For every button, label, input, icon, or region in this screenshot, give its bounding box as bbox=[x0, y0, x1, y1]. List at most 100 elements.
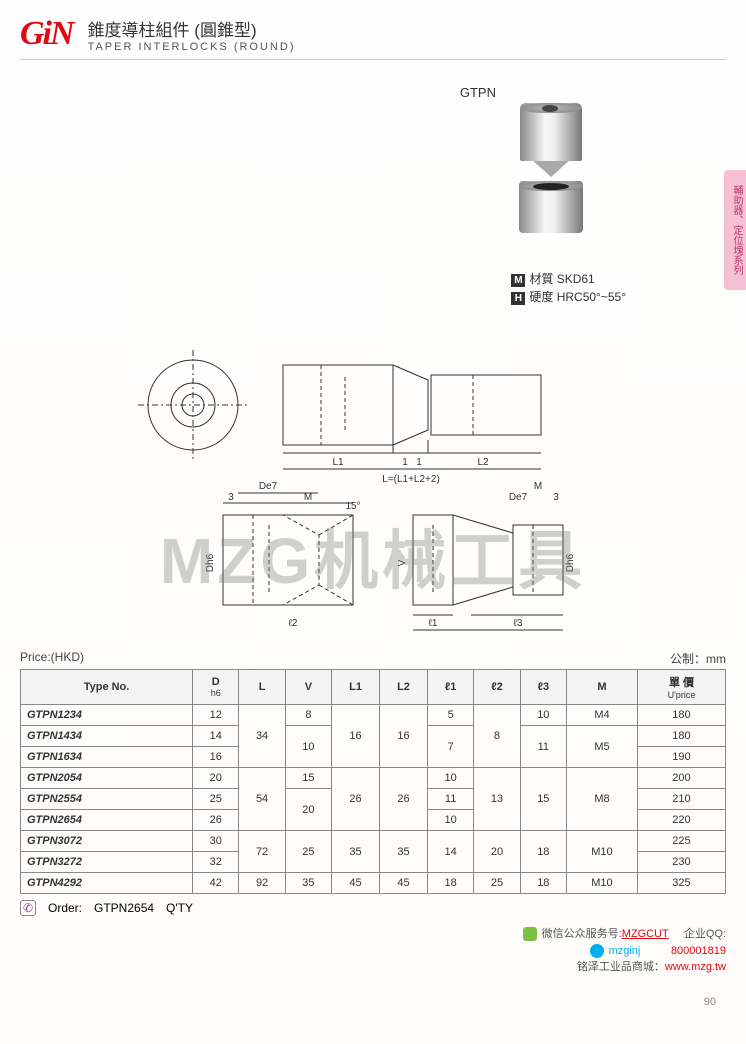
order-row: ✆ Order: GTPN2654 Q'TY bbox=[20, 900, 726, 916]
svg-text:15°: 15° bbox=[345, 501, 360, 512]
cell-l: 54 bbox=[239, 768, 285, 831]
cell-d: 32 bbox=[193, 852, 239, 873]
phone-icon: ✆ bbox=[20, 900, 36, 916]
cell-type: GTPN3072 bbox=[21, 831, 193, 852]
spec-m-icon: M bbox=[511, 274, 525, 287]
part-female-icon bbox=[519, 181, 583, 233]
cell-d: 14 bbox=[193, 726, 239, 747]
mall-url: www.mzg.tw bbox=[665, 961, 726, 973]
svg-text:Dh6: Dh6 bbox=[205, 553, 216, 572]
cell-price: 210 bbox=[637, 789, 725, 810]
cell-l2: 16 bbox=[380, 705, 428, 768]
svg-text:1: 1 bbox=[402, 457, 408, 468]
page-header: GiN 錐度導柱組件 (圓錐型) TAPER INTERLOCKS (ROUND… bbox=[20, 15, 726, 60]
cell-type: GTPN1234 bbox=[21, 705, 193, 726]
table-row: GTPN30723072253535142018M10225 bbox=[21, 831, 726, 852]
spec-hardness: 硬度 HRC50°~55° bbox=[529, 290, 626, 304]
svg-text:L1: L1 bbox=[282, 634, 294, 635]
part-cone-icon bbox=[531, 159, 571, 177]
svg-text:Dh6: Dh6 bbox=[565, 553, 576, 572]
cell-type: GTPN1434 bbox=[21, 726, 193, 747]
th-el1: ℓ1 bbox=[427, 670, 473, 705]
cell-price: 230 bbox=[637, 852, 725, 873]
diagram-svg: L111L2 L=(L1+L2+2) De7M3 15°Dh6 ℓ2L1 V ℓ… bbox=[93, 345, 653, 635]
title-cn: 錐度導柱組件 (圓錐型) bbox=[88, 16, 296, 41]
mall-label: 铭泽工业品商城： bbox=[577, 961, 665, 973]
part-male-icon bbox=[520, 103, 582, 161]
svg-text:ℓ3: ℓ3 bbox=[514, 618, 523, 629]
th-l: L bbox=[239, 670, 285, 705]
price-label: Price:(HKD) bbox=[20, 650, 84, 667]
cell-v: 10 bbox=[285, 726, 331, 768]
cell-d: 25 bbox=[193, 789, 239, 810]
cell-price: 180 bbox=[637, 726, 725, 747]
cell-l1: 11 bbox=[427, 789, 473, 810]
cell-type: GTPN2654 bbox=[21, 810, 193, 831]
title-en: TAPER INTERLOCKS (ROUND) bbox=[88, 41, 296, 53]
th-m: M bbox=[566, 670, 637, 705]
svg-text:M: M bbox=[304, 492, 312, 503]
cell-d: 30 bbox=[193, 831, 239, 852]
cell-v: 25 bbox=[285, 831, 331, 873]
svg-text:L1: L1 bbox=[332, 457, 344, 468]
spec-block: M材質 SKD61 H硬度 HRC50°~55° bbox=[511, 270, 626, 306]
cell-price: 190 bbox=[637, 747, 725, 768]
page-footer: 微信公众服务号:MZGCUT 企业QQ: mzginj 800001819 铭泽… bbox=[20, 926, 726, 976]
svg-text:L2: L2 bbox=[482, 634, 494, 635]
cell-l1: 10 bbox=[427, 810, 473, 831]
order-qty: Q'TY bbox=[166, 901, 193, 915]
unit-label: 公制：mm bbox=[670, 650, 726, 667]
wechat-label: 微信公众服务号: bbox=[542, 928, 622, 940]
cell-d: 20 bbox=[193, 768, 239, 789]
product-code: GTPN bbox=[460, 85, 496, 100]
svg-text:L=(L1+L2+2): L=(L1+L2+2) bbox=[382, 474, 440, 485]
technical-diagrams: L111L2 L=(L1+L2+2) De7M3 15°Dh6 ℓ2L1 V ℓ… bbox=[20, 345, 726, 640]
cell-l2: 25 bbox=[474, 873, 520, 894]
cell-l3: 11 bbox=[520, 726, 566, 768]
cell-v: 20 bbox=[285, 789, 331, 831]
cell-m: M4 bbox=[566, 705, 637, 726]
th-v: V bbox=[285, 670, 331, 705]
svg-text:ℓ1: ℓ1 bbox=[429, 618, 438, 629]
table-head: Type No. Dh6 L V L1 L2 ℓ1 ℓ2 ℓ3 M 單 價U'p… bbox=[21, 670, 726, 705]
qq-id: 800001819 bbox=[671, 945, 726, 957]
cell-d: 42 bbox=[193, 873, 239, 894]
cell-v: 35 bbox=[285, 873, 331, 894]
cell-l2: 13 bbox=[474, 768, 520, 831]
svg-text:V: V bbox=[397, 559, 408, 566]
cell-price: 220 bbox=[637, 810, 725, 831]
side-tab: 輔助器、定位塊系列 bbox=[724, 170, 746, 290]
svg-text:3: 3 bbox=[553, 492, 559, 503]
svg-text:1: 1 bbox=[416, 457, 422, 468]
cell-l3: 10 bbox=[520, 705, 566, 726]
th-type: Type No. bbox=[21, 670, 193, 705]
th-el2: ℓ2 bbox=[474, 670, 520, 705]
cell-type: GTPN3272 bbox=[21, 852, 193, 873]
skype-id: mzginj bbox=[609, 945, 641, 957]
th-l2: L2 bbox=[380, 670, 428, 705]
cell-l3: 18 bbox=[520, 873, 566, 894]
order-label: Order: bbox=[48, 901, 82, 915]
cell-l2: 45 bbox=[380, 873, 428, 894]
cell-type: GTPN1634 bbox=[21, 747, 193, 768]
th-d: Dh6 bbox=[193, 670, 239, 705]
svg-text:M: M bbox=[534, 481, 542, 492]
table-row: GTPN12341234816165810M4180 bbox=[21, 705, 726, 726]
product-illustration bbox=[506, 103, 596, 253]
th-price: 單 價U'price bbox=[637, 670, 725, 705]
cell-d: 16 bbox=[193, 747, 239, 768]
cell-l2: 26 bbox=[380, 768, 428, 831]
cell-v: 15 bbox=[285, 768, 331, 789]
product-area: GTPN M材質 SKD61 H硬度 HRC50°~55° bbox=[20, 85, 726, 295]
cell-l2: 35 bbox=[380, 831, 428, 873]
spec-table: Type No. Dh6 L V L1 L2 ℓ1 ℓ2 ℓ3 M 單 價U'p… bbox=[20, 669, 726, 894]
cell-l1: 45 bbox=[332, 873, 380, 894]
svg-text:ℓ2: ℓ2 bbox=[289, 618, 298, 629]
svg-text:De7: De7 bbox=[259, 481, 278, 492]
cell-type: GTPN2054 bbox=[21, 768, 193, 789]
cell-l1: 5 bbox=[427, 705, 473, 726]
cell-price: 225 bbox=[637, 831, 725, 852]
cell-m: M10 bbox=[566, 831, 637, 873]
cell-m: M10 bbox=[566, 873, 637, 894]
svg-text:De7: De7 bbox=[509, 492, 528, 503]
